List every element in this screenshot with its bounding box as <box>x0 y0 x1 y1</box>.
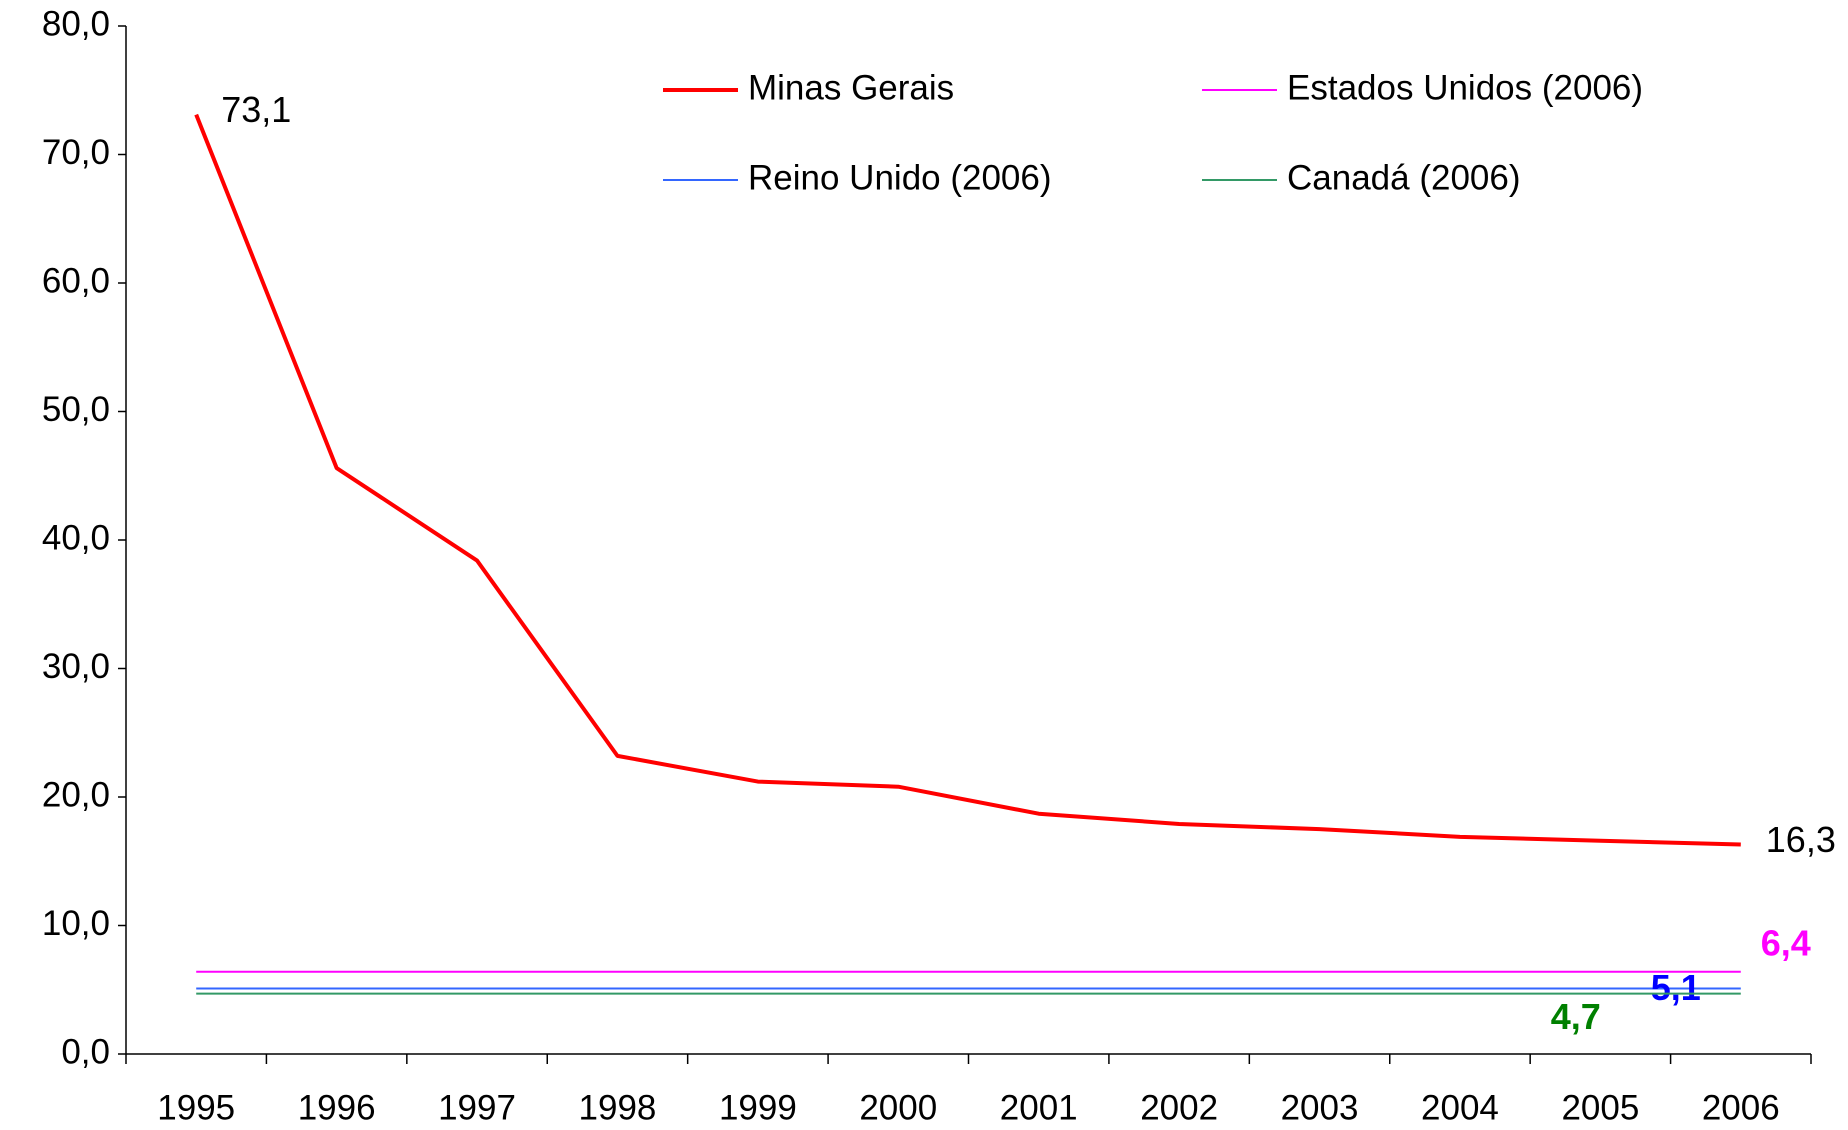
x-tick-label: 1997 <box>438 1088 516 1127</box>
data-label: 6,4 <box>1761 922 1811 963</box>
y-tick-label: 50,0 <box>42 390 110 429</box>
x-tick-label: 2006 <box>1702 1088 1780 1127</box>
legend-label: Minas Gerais <box>748 68 954 107</box>
x-tick-label: 1996 <box>298 1088 376 1127</box>
y-tick-label: 70,0 <box>42 133 110 172</box>
y-tick-label: 80,0 <box>42 4 110 43</box>
series-line <box>194 113 1741 847</box>
x-tick-label: 1998 <box>579 1088 657 1127</box>
data-label: 16,3 <box>1766 819 1836 860</box>
data-label: 5,1 <box>1651 967 1701 1008</box>
x-tick-label: 2000 <box>859 1088 937 1127</box>
legend-label: Reino Unido (2006) <box>748 158 1052 197</box>
x-tick-label: 1999 <box>719 1088 797 1127</box>
x-tick-label: 2002 <box>1140 1088 1218 1127</box>
y-tick-label: 10,0 <box>42 904 110 943</box>
x-tick-label: 2004 <box>1421 1088 1499 1127</box>
y-tick-label: 40,0 <box>42 518 110 557</box>
data-label: 73,1 <box>221 89 291 130</box>
x-tick-label: 1995 <box>157 1088 235 1127</box>
y-tick-label: 0,0 <box>61 1032 110 1071</box>
y-tick-label: 20,0 <box>42 775 110 814</box>
x-tick-label: 2001 <box>1000 1088 1078 1127</box>
legend-label: Canadá (2006) <box>1287 158 1521 197</box>
data-label: 4,7 <box>1551 996 1601 1037</box>
x-tick-label: 2005 <box>1561 1088 1639 1127</box>
y-tick-label: 30,0 <box>42 647 110 686</box>
x-tick-label: 2003 <box>1281 1088 1359 1127</box>
y-tick-label: 60,0 <box>42 261 110 300</box>
legend-label: Estados Unidos (2006) <box>1287 68 1643 107</box>
